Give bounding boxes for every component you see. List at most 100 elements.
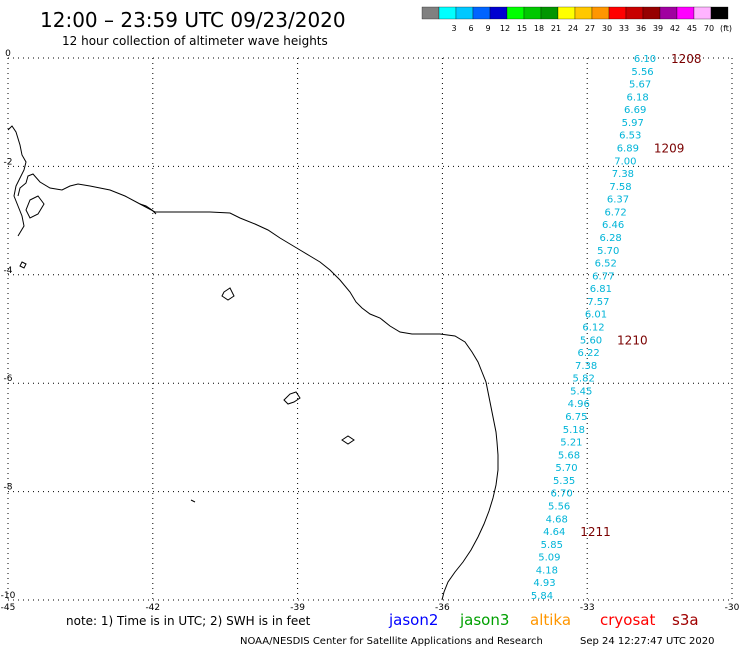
wave-height-value: 6.01: [585, 310, 607, 321]
legend-swatch-label: 42: [670, 24, 680, 33]
island-chain: [283, 391, 301, 405]
island-small-west: [19, 261, 27, 269]
wave-height-value: 4.64: [543, 527, 565, 538]
coastline: [7, 125, 499, 601]
wave-height-value: 6.69: [624, 105, 646, 116]
wave-height-value: 5.85: [541, 540, 563, 551]
x-tick-label: -30: [725, 603, 740, 613]
legend-swatch: [693, 6, 712, 20]
legend-swatch: [676, 6, 695, 20]
legend-swatch: [625, 6, 644, 20]
y-tick-label: -10: [1, 591, 16, 601]
island-mid: [221, 287, 235, 301]
pass-time-label: 1209: [654, 142, 685, 156]
legend-swatch: [574, 6, 593, 20]
wave-height-legend: 3 6 9 12 15 18 21 24 27 30 33 36 39 42 45 70 (ft): [421, 6, 732, 33]
pass-time-labels: 1208 1209 1210 1211: [580, 52, 701, 539]
axis-tick-labels: -45 -42 -39 -36 -33 -30 0 -2 -4 -6 -8 -10: [1, 49, 740, 613]
wave-height-value: 5.56: [548, 502, 570, 513]
satellite-legend: jason2 jason3 altika cryosat s3a: [388, 611, 699, 629]
pass-time-label: 1211: [580, 525, 611, 539]
legend-swatch: [438, 6, 457, 20]
coastline-mainland: [17, 173, 499, 601]
wave-height-value: 7.38: [612, 169, 634, 180]
legend-swatch-label: 24: [568, 24, 578, 33]
island-east: [341, 435, 355, 445]
legend-swatch-label: (ft): [720, 24, 732, 33]
wave-height-value: 6.77: [592, 271, 614, 282]
wave-height-value: 6.12: [582, 323, 604, 334]
satellite-label: cryosat: [600, 611, 655, 629]
x-tick-label: -36: [435, 603, 450, 613]
coastline-inlet: [25, 195, 45, 219]
y-tick-label: -4: [4, 266, 13, 276]
footer-credit: NOAA/NESDIS Center for Satellite Applica…: [240, 636, 543, 647]
legend-swatch: [472, 6, 491, 20]
x-tick-label: -39: [290, 603, 305, 613]
island-dot: [190, 499, 196, 503]
wave-height-value: 5.09: [538, 553, 560, 564]
legend-swatch: [506, 6, 525, 20]
legend-swatch-label: 21: [551, 24, 561, 33]
map-title: 12:00 – 23:59 UTC 09/23/2020: [40, 8, 346, 32]
y-tick-label: -6: [4, 374, 13, 384]
wave-height-value: 5.21: [560, 438, 582, 449]
wave-height-value: 6.81: [590, 284, 612, 295]
wave-height-value: 5.45: [570, 386, 592, 397]
wave-height-value: 5.60: [580, 335, 602, 346]
wave-height-value: 7.00: [614, 156, 636, 167]
wave-height-value: 5.56: [631, 67, 653, 78]
wave-height-value: 5.82: [573, 374, 595, 385]
pass-time-label: 1208: [671, 52, 702, 66]
wave-height-value: 6.53: [619, 131, 641, 142]
satellite-label: jason2: [388, 611, 438, 629]
x-tick-label: -33: [580, 603, 595, 613]
legend-swatch: [591, 6, 610, 20]
wave-height-value: 6.75: [565, 412, 587, 423]
altimeter-track: 6.10 5.56 5.676.18 6.69 5.97 6.53 6.897.00 7.38…: [531, 54, 656, 602]
wave-height-value: 6.52: [595, 259, 617, 270]
wave-height-value: 5.70: [597, 246, 619, 257]
wave-height-value: 6.18: [627, 92, 649, 103]
legend-swatch: [710, 6, 729, 20]
map-subtitle: 12 hour collection of altimeter wave hei…: [62, 34, 328, 48]
coastline-north-fragment: [7, 125, 27, 237]
wave-height-value: 6.10: [634, 54, 656, 65]
legend-swatch-label: 27: [585, 24, 595, 33]
legend-swatch: [659, 6, 678, 20]
wave-height-value: 6.22: [577, 348, 599, 359]
satellite-label: altika: [530, 611, 571, 629]
wave-height-value: 5.70: [555, 463, 577, 474]
lat-lon-grid: [7, 57, 733, 601]
legend-swatch: [523, 6, 542, 20]
wave-height-value: 4.96: [568, 399, 590, 410]
legend-swatch: [489, 6, 508, 20]
y-tick-label: -8: [4, 483, 13, 493]
satellite-label: s3a: [672, 611, 699, 629]
satellite-label: jason3: [459, 611, 509, 629]
legend-swatch-label: 15: [517, 24, 527, 33]
legend-swatch-label: 33: [619, 24, 629, 33]
x-tick-label: -42: [145, 603, 160, 613]
coastline-cape: [139, 203, 157, 215]
wave-height-value: 5.67: [629, 80, 651, 91]
legend-swatch-label: 12: [500, 24, 510, 33]
pass-time-label: 1210: [617, 333, 648, 347]
y-tick-label: 0: [5, 49, 11, 59]
legend-swatch: [455, 6, 474, 20]
footer-note: note: 1) Time is in UTC; 2) SWH is in fe…: [66, 614, 311, 628]
wave-height-value: 5.97: [622, 118, 644, 129]
wave-height-value: 6.72: [604, 207, 626, 218]
legend-swatch: [421, 6, 440, 20]
wave-height-value: 6.28: [600, 233, 622, 244]
legend-swatch-label: 3: [451, 24, 456, 33]
wave-height-value: 6.37: [607, 195, 629, 206]
legend-swatch-label: 9: [485, 24, 490, 33]
wave-height-value: 7.57: [587, 297, 609, 308]
wave-height-value: 6.89: [617, 144, 639, 155]
wave-height-value: 5.18: [563, 425, 585, 436]
legend-swatch-label: 70: [704, 24, 714, 33]
x-tick-label: -45: [1, 603, 16, 613]
